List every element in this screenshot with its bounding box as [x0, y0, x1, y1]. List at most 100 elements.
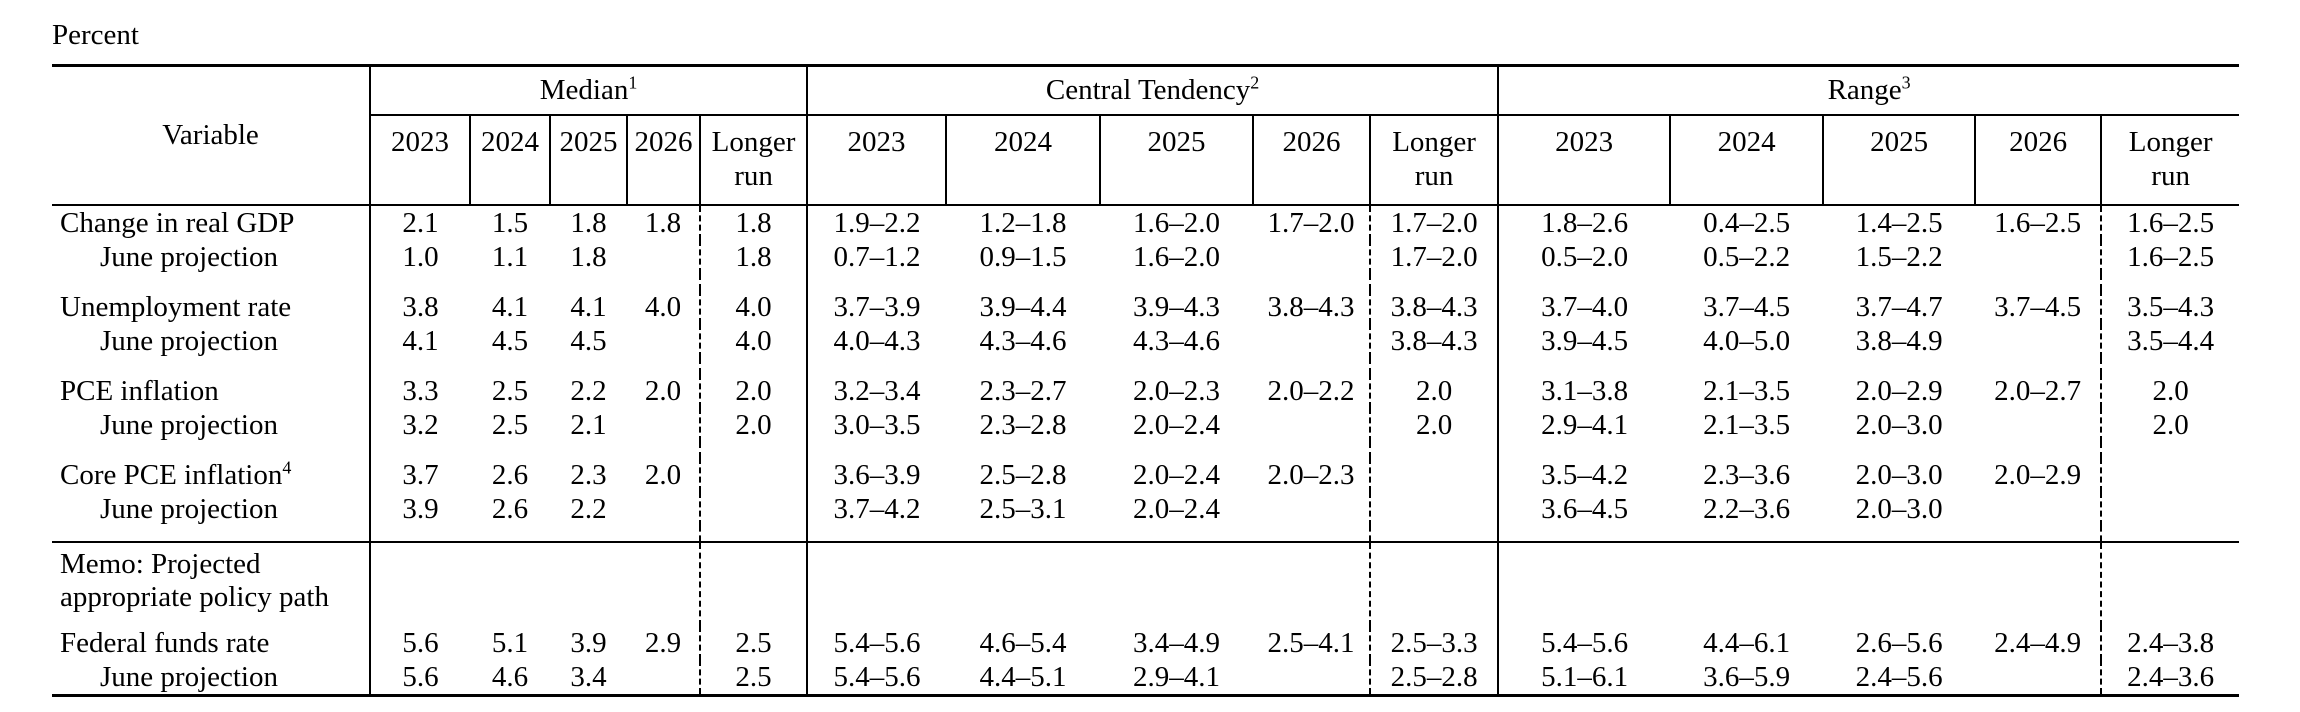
spacer-cell — [1253, 274, 1370, 290]
table-row: Federal funds rate 5.6 5.1 3.9 2.9 2.5 5.4–5.6… — [52, 625, 2240, 660]
value-cell — [1253, 408, 1370, 442]
value-cell: 1.8 — [698, 239, 808, 274]
spacer-cell — [698, 357, 808, 374]
value-cell: 4.1 — [570, 290, 607, 323]
central-tendency-group-header: Central Tendency2 — [806, 65, 1499, 116]
spacer-cell — [369, 525, 470, 542]
spacer-cell — [52, 358, 370, 374]
value-cell: 5.4–5.6 — [806, 659, 947, 695]
spacer-cell — [2100, 525, 2240, 542]
footnote-marker-4: 4 — [282, 456, 292, 477]
spacer-cell — [1975, 274, 2101, 290]
median-longer-run-header: Longer run — [698, 114, 808, 206]
spacer-cell — [1369, 525, 1499, 542]
row-label: PCE inflation — [60, 374, 219, 407]
value-cell: 1.8 — [570, 206, 607, 239]
spacer-cell — [1369, 441, 1499, 458]
central-year-header-2023: 2023 — [806, 114, 947, 206]
value-cell — [2100, 457, 2240, 492]
value-cell: 4.0–5.0 — [1703, 324, 1791, 357]
value-cell: 2.1–3.5 — [1703, 374, 1791, 407]
row-label: June projection — [100, 324, 278, 357]
spacer-cell — [946, 358, 1100, 374]
value-cell — [698, 457, 808, 492]
spacer-cell — [946, 274, 1100, 290]
value-cell: 2.0–3.0 — [1855, 458, 1943, 491]
central-year-header-2024: 2024 — [945, 114, 1101, 206]
value-cell: 2.5 — [698, 625, 808, 660]
value-cell: 2.4–3.8 — [2100, 625, 2240, 660]
table-row: June projection 4.1 4.5 4.5 4.0 4.0–4.3 4.3–4.… — [52, 323, 2240, 358]
value-cell: 3.8 — [369, 289, 470, 324]
spacer-cell — [698, 525, 808, 542]
value-cell: 3.5–4.2 — [1497, 457, 1671, 492]
value-cell: 2.0–2.7 — [1994, 374, 2082, 407]
value-cell: 2.0 — [644, 374, 682, 407]
value-cell: 1.4–2.5 — [1855, 206, 1943, 239]
value-cell: 2.2 — [570, 492, 607, 525]
table-row: Unemployment rate 3.8 4.1 4.1 4.0 4.0 3.7–3.9 3… — [52, 289, 2240, 324]
range-year-header-2023: 2023 — [1497, 114, 1671, 206]
value-cell: 3.2–3.4 — [806, 373, 947, 408]
spacer-cell — [1670, 526, 1823, 542]
value-cell: 3.9–4.3 — [1133, 290, 1221, 323]
value-cell: 1.8 — [698, 204, 808, 240]
value-cell: 3.6–4.5 — [1497, 491, 1671, 526]
value-cell: 3.6–5.9 — [1703, 660, 1791, 693]
value-cell: 2.5–2.8 — [979, 458, 1067, 491]
spacer-cell — [806, 525, 947, 542]
value-cell: 3.8–4.3 — [1369, 323, 1499, 358]
value-cell: 1.2–1.8 — [979, 206, 1067, 239]
value-cell — [1670, 540, 1824, 626]
value-cell: 1.6–2.5 — [2100, 204, 2240, 240]
value-cell — [1975, 240, 2101, 274]
value-cell — [2100, 540, 2240, 626]
table-row: June projection 3.2 2.5 2.1 2.0 3.0–3.5 2.3–2.… — [52, 407, 2240, 442]
value-cell: 3.5–4.4 — [2100, 323, 2240, 358]
value-cell: 1.5 — [491, 206, 529, 239]
value-cell — [698, 491, 808, 526]
value-cell: 1.6–2.0 — [1133, 206, 1221, 239]
value-cell: 2.0–2.4 — [1133, 458, 1221, 491]
memo-label: Memo: Projected appropriate policy path — [52, 540, 370, 626]
table-row: Change in real GDP 2.1 1.5 1.8 1.8 1.8 1.9–2.2… — [52, 204, 2240, 240]
value-cell: 1.9–2.2 — [806, 204, 947, 240]
row-label: June projection — [100, 408, 278, 441]
value-cell: 4.0 — [644, 290, 682, 323]
value-cell — [369, 540, 470, 626]
value-cell: 3.7–4.5 — [1994, 290, 2082, 323]
value-cell: 4.3–4.6 — [979, 324, 1067, 357]
value-cell: 0.7–1.2 — [806, 239, 947, 274]
spacer-cell — [1100, 358, 1253, 374]
value-cell: 3.7 — [369, 457, 470, 492]
year-header-row: 2023 2024 2025 2026 Longer run 2023 2024… — [52, 114, 2240, 206]
value-cell — [1497, 540, 1671, 626]
spacer-cell — [1497, 525, 1671, 542]
spacer-cell — [52, 526, 370, 542]
central-longer-run-header: Longer run — [1369, 114, 1499, 206]
spacer-cell — [1670, 358, 1823, 374]
value-cell: 4.0–4.3 — [806, 323, 947, 358]
value-cell: 4.3–4.6 — [1133, 324, 1221, 357]
central-tendency-group-label: Central Tendency — [1045, 74, 1251, 107]
value-cell — [627, 408, 700, 442]
value-cell: 2.4–3.6 — [2100, 659, 2240, 695]
spacer-cell — [1100, 526, 1253, 542]
value-cell: 2.5 — [491, 374, 529, 407]
footnote-marker-3: 3 — [1901, 72, 1911, 93]
value-cell: 3.2 — [369, 407, 470, 442]
value-cell: 2.5–3.3 — [1369, 625, 1499, 660]
spacer-cell — [627, 442, 700, 458]
value-cell: 2.0–3.0 — [1855, 492, 1943, 525]
value-cell: 2.9–4.1 — [1133, 660, 1221, 693]
value-cell — [627, 324, 700, 358]
value-cell: 4.1 — [491, 290, 529, 323]
spacer-cell — [1975, 526, 2101, 542]
value-cell: 3.8–4.3 — [1369, 289, 1499, 324]
value-cell: 3.7–3.9 — [806, 289, 947, 324]
spacer-cell — [550, 526, 627, 542]
spacer-cell — [470, 274, 550, 290]
value-cell: 3.7–4.0 — [1497, 289, 1671, 324]
table-row: June projection 5.6 4.6 3.4 2.5 5.4–5.6 4.4–5.… — [52, 659, 2240, 695]
spacer-cell — [550, 274, 627, 290]
